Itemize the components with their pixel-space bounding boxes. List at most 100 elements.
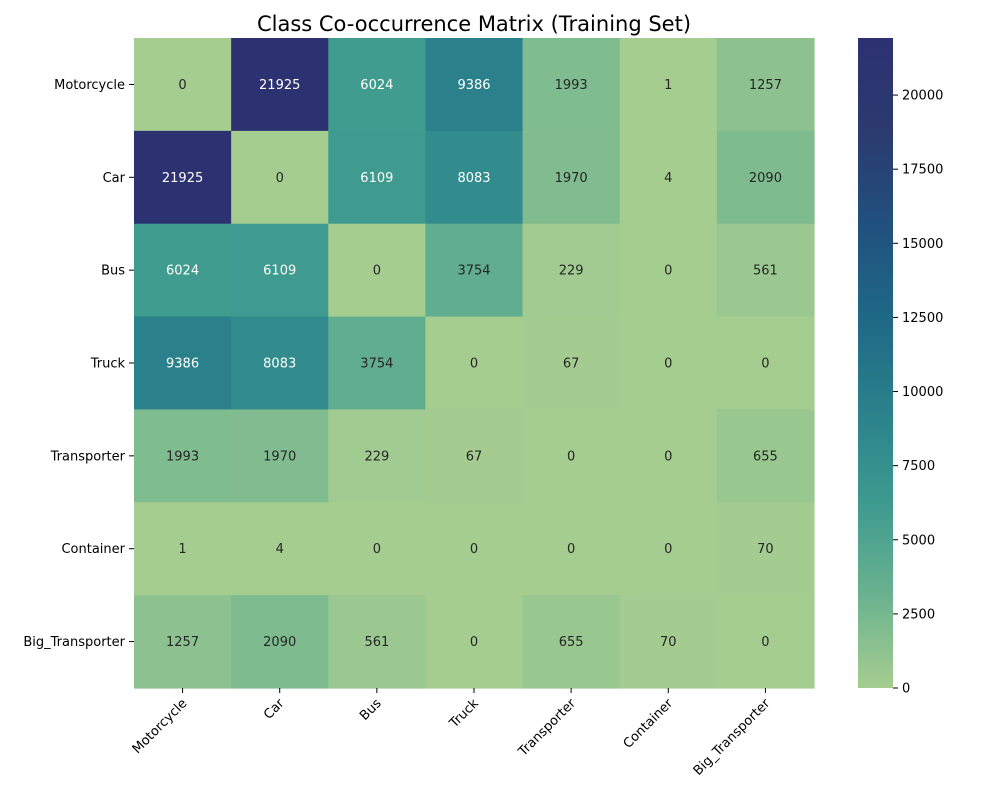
heatmap-cell xyxy=(716,38,815,132)
cell-value-label: 0 xyxy=(470,635,478,650)
cell-value-label: 4 xyxy=(276,542,284,557)
heatmap-cell xyxy=(134,316,232,411)
colorbar-ticks: 0 2500 5000 7500 10000 12500 15000 17500 20000 xyxy=(893,89,943,697)
colorbar-tick-label: 2500 xyxy=(902,607,935,622)
heatmap-cell xyxy=(134,409,232,503)
colorbar-tick-label: 7500 xyxy=(902,459,935,474)
cell-value-label: 70 xyxy=(757,542,774,557)
heatmap-cell xyxy=(522,316,621,411)
cell-value-label: 6024 xyxy=(166,264,199,279)
cell-value-label: 229 xyxy=(559,264,584,279)
cell-value-label: 8083 xyxy=(263,357,296,372)
heatmap-cell xyxy=(328,223,427,318)
x-tick-label: Big_Transporter xyxy=(691,696,774,779)
heatmap-cell xyxy=(425,409,524,503)
heatmap-cell xyxy=(619,316,718,411)
heatmap-cell xyxy=(619,409,718,503)
x-tick-label: Transporter xyxy=(515,696,579,760)
colorbar-tick-label: 20000 xyxy=(902,89,943,104)
heatmap-cell xyxy=(619,595,718,689)
heatmap-cell xyxy=(716,502,815,596)
cell-value-label: 67 xyxy=(563,357,580,372)
heatmap-cell xyxy=(716,130,815,225)
cell-value-label: 1993 xyxy=(166,449,199,464)
heatmap-cell xyxy=(231,502,329,596)
heatmap-cell xyxy=(134,38,232,132)
cell-value-label: 67 xyxy=(466,449,483,464)
cell-value-label: 3754 xyxy=(360,357,393,372)
heatmap-cell xyxy=(231,130,329,225)
cell-value-label: 655 xyxy=(559,635,584,650)
heatmap-cell xyxy=(425,130,524,225)
heatmap-cell xyxy=(522,38,621,132)
cell-value-label: 6024 xyxy=(360,78,393,93)
heatmap-cell xyxy=(425,316,524,411)
cell-value-label: 70 xyxy=(660,635,677,650)
heatmap-cell xyxy=(328,38,427,132)
colorbar-tick-label: 0 xyxy=(902,682,910,697)
heatmap-cell xyxy=(716,316,815,411)
x-tick-label: Bus xyxy=(357,696,385,724)
heatmap-cell xyxy=(522,595,621,689)
y-axis-ticks: Motorcycle Car Bus Truck Transporter Containe… xyxy=(23,78,134,650)
y-tick-label: Transporter xyxy=(50,449,126,464)
colorbar-tick-label: 15000 xyxy=(902,237,943,252)
cell-value-label: 0 xyxy=(664,449,672,464)
cell-value-label: 0 xyxy=(470,542,478,557)
cell-value-label: 6109 xyxy=(263,264,296,279)
heatmap-cell xyxy=(134,502,232,596)
cell-value-label: 1257 xyxy=(749,78,782,93)
x-tick-label: Motorcycle xyxy=(130,696,191,757)
cell-value-label: 0 xyxy=(567,449,575,464)
cell-value-label: 0 xyxy=(567,542,575,557)
x-tick-label: Car xyxy=(261,696,288,723)
x-tick-label: Container xyxy=(621,696,677,752)
cell-value-label: 21925 xyxy=(259,78,300,93)
heatmap-cells: 0 21925 6024 9386 1993 1 1257 21925 0 6109 8083 197… xyxy=(134,38,815,689)
y-tick-label: Truck xyxy=(90,357,126,372)
heatmap-cell xyxy=(716,223,815,318)
heatmap-cell xyxy=(328,595,427,689)
heatmap-cell xyxy=(231,316,329,411)
colorbar-tick-label: 5000 xyxy=(902,533,935,548)
heatmap-cell xyxy=(522,130,621,225)
heatmap-cell xyxy=(134,130,232,225)
heatmap-cell xyxy=(619,130,718,225)
heatmap-cell xyxy=(134,223,232,318)
y-tick-label: Container xyxy=(61,542,125,557)
heatmap-cell xyxy=(328,316,427,411)
chart-title: Class Co-occurrence Matrix (Training Set… xyxy=(257,12,691,36)
y-tick-label: Bus xyxy=(101,264,125,279)
y-tick-label: Car xyxy=(103,171,126,186)
cell-value-label: 0 xyxy=(664,357,672,372)
heatmap-cell xyxy=(716,409,815,503)
cell-value-label: 0 xyxy=(373,542,381,557)
cell-value-label: 8083 xyxy=(457,171,490,186)
cell-value-label: 6109 xyxy=(360,171,393,186)
cell-value-label: 561 xyxy=(753,264,778,279)
cell-value-label: 0 xyxy=(470,357,478,372)
heatmap-cell xyxy=(328,130,427,225)
cell-value-label: 1970 xyxy=(555,171,588,186)
cell-value-label: 0 xyxy=(761,357,769,372)
x-tick-label: Truck xyxy=(446,696,482,732)
cell-value-label: 655 xyxy=(753,449,778,464)
cell-value-label: 229 xyxy=(364,449,389,464)
y-tick-label: Motorcycle xyxy=(54,78,125,93)
x-axis-ticks: Motorcycle Car Bus Truck Transporter Containe… xyxy=(130,688,774,779)
heatmap-cell xyxy=(522,502,621,596)
cell-value-label: 0 xyxy=(178,78,186,93)
cell-value-label: 1257 xyxy=(166,635,199,650)
heatmap-cell xyxy=(522,409,621,503)
heatmap-cell xyxy=(425,502,524,596)
cell-value-label: 2090 xyxy=(263,635,296,650)
y-tick-label: Big_Transporter xyxy=(23,635,125,650)
cell-value-label: 21925 xyxy=(162,171,203,186)
cell-value-label: 0 xyxy=(664,542,672,557)
colorbar-tick-label: 12500 xyxy=(902,311,943,326)
heatmap-cell xyxy=(328,502,427,596)
cell-value-label: 0 xyxy=(761,635,769,650)
heatmap-cell xyxy=(231,595,329,689)
cell-value-label: 9386 xyxy=(457,78,490,93)
